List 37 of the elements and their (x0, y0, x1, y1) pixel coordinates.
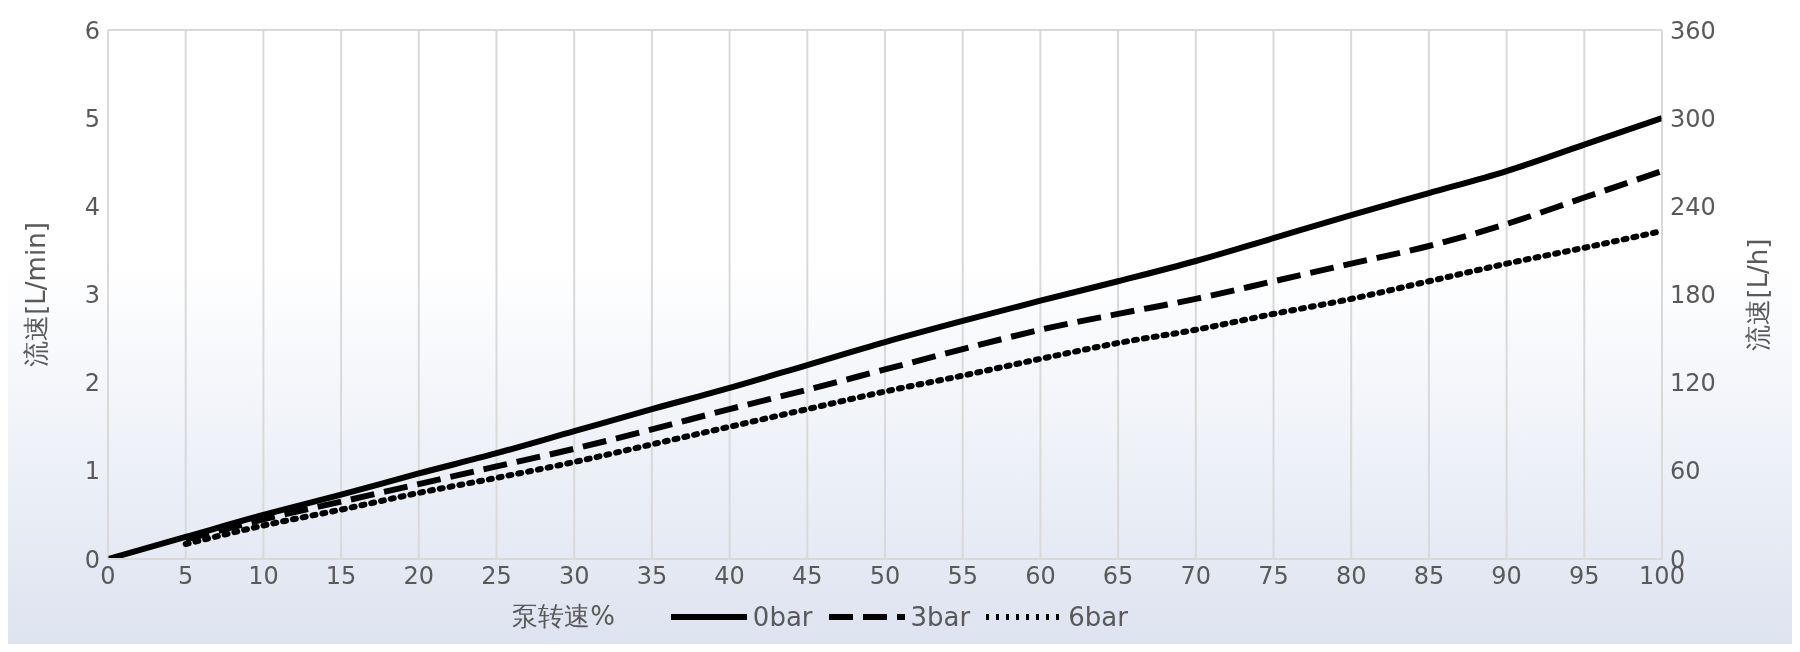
y-tick-label: 4 (84, 192, 100, 221)
y2-tick-label: 240 (1670, 192, 1716, 221)
y2-tick-label: 60 (1670, 457, 1701, 486)
x-tick-label: 15 (325, 562, 357, 591)
x-tick-label: 60 (1025, 562, 1056, 591)
y-tick-label: 6 (84, 16, 100, 45)
x-tick-label: 30 (558, 562, 590, 591)
y2-tick-label: 120 (1670, 369, 1716, 398)
legend-label: 3bar (910, 601, 971, 632)
x-tick-label: 35 (636, 562, 668, 591)
x-tick-label: 95 (1569, 562, 1600, 591)
x-tick-label: 75 (1258, 562, 1289, 591)
x-tick-label: 25 (481, 562, 512, 591)
x-tick-label: 65 (1102, 562, 1134, 591)
y-tick-label: 1 (84, 457, 100, 486)
y-tick-label: 3 (84, 281, 100, 310)
y-tick-label: 2 (84, 369, 100, 398)
x-axis-title: 泵转速% (512, 600, 615, 633)
y2-tick-label: 180 (1670, 281, 1716, 310)
y-axis-title: 流速[L/min] (21, 222, 52, 367)
y2-tick-label: 360 (1670, 16, 1716, 45)
y2-axis-title: 流速[L/h] (1743, 238, 1774, 351)
x-tick-label: 85 (1413, 562, 1445, 591)
x-tick-label: 70 (1180, 562, 1212, 591)
x-tick-label: 5 (178, 562, 194, 591)
x-tick-label: 20 (403, 562, 435, 591)
x-tick-label: 50 (869, 562, 901, 591)
x-tick-label: 40 (714, 562, 745, 591)
x-tick-label: 55 (947, 562, 978, 591)
legend-label: 0bar (752, 601, 813, 632)
y2-tick-label: 300 (1670, 104, 1716, 133)
x-tick-label: 45 (792, 562, 823, 591)
legend-label: 6bar (1068, 601, 1128, 632)
x-tick-label: 90 (1491, 562, 1522, 591)
y-tick-label: 5 (84, 104, 100, 133)
x-tick-label: 80 (1335, 562, 1367, 591)
x-tick-label: 10 (248, 562, 279, 591)
